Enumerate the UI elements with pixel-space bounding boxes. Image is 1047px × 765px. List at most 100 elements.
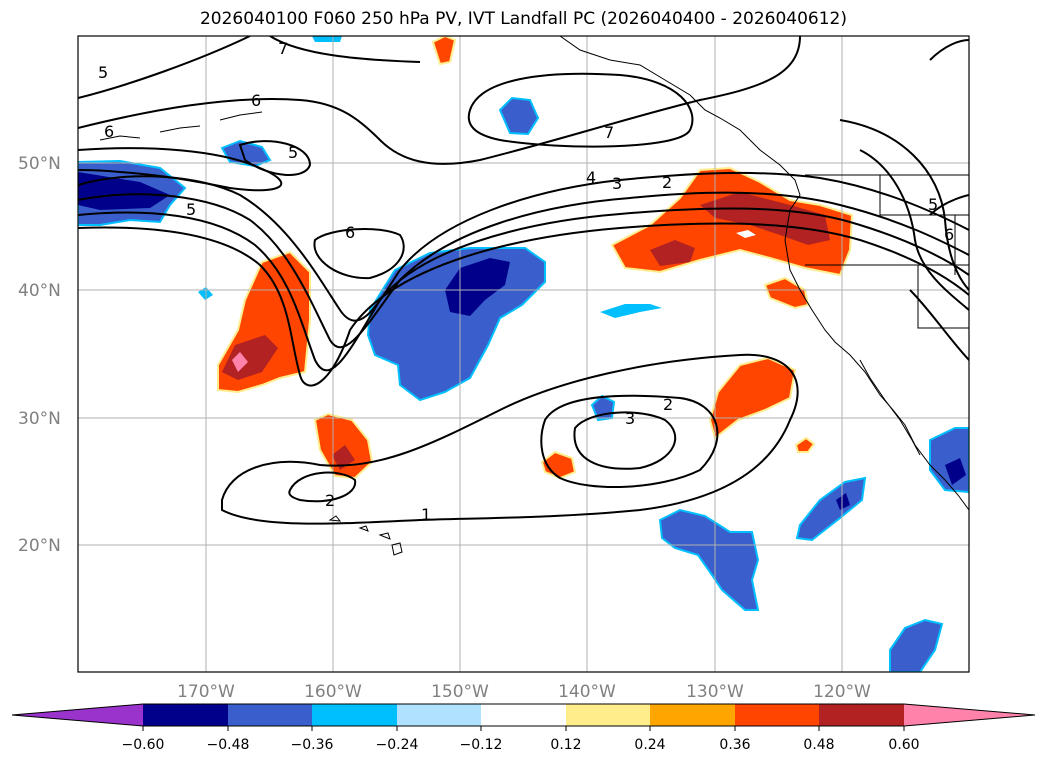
pv-positive-area xyxy=(700,192,830,245)
contour-line-3 xyxy=(573,411,677,470)
contour-line-5-lobe xyxy=(238,140,312,176)
contour-line-east xyxy=(909,289,969,361)
colorbar-tick-label: −0.36 xyxy=(291,737,334,753)
colorbar-segment xyxy=(397,704,481,726)
colorbar-segment xyxy=(735,704,819,726)
colorbar-extend-high xyxy=(904,704,1035,726)
colorbar-segment xyxy=(143,704,228,726)
map-title: 2026040100 F060 250 hPa PV, IVT Landfall… xyxy=(199,9,847,29)
pv-positive-area xyxy=(232,352,248,372)
contour-line-jet xyxy=(78,191,969,349)
colorbar-ticks xyxy=(142,726,905,731)
contour-line-east xyxy=(929,194,969,216)
pv-positive-area xyxy=(540,450,577,480)
pv-positive-area xyxy=(222,335,278,380)
lon-label: 130°W xyxy=(686,682,744,702)
contour-label: 7 xyxy=(278,39,288,58)
colorbar-segment xyxy=(312,704,397,726)
lat-label: 20°N xyxy=(18,536,61,556)
pv-negative-area xyxy=(945,458,966,485)
pv-negative-area xyxy=(795,476,867,542)
contour-line-7 xyxy=(467,72,694,148)
colorbar-extend-low xyxy=(12,704,143,726)
contour-line-6-lobe xyxy=(313,227,405,280)
colorbar-tick-label: 0.36 xyxy=(719,737,750,753)
contour-label: 3 xyxy=(612,174,622,193)
map-frame xyxy=(77,35,970,673)
contour-line-7-top xyxy=(269,36,421,63)
graticule xyxy=(78,36,969,672)
contour-label: 7 xyxy=(604,123,614,142)
contour-line-east xyxy=(859,149,969,311)
contour-line-5 xyxy=(78,147,283,192)
contour-label: 5 xyxy=(928,195,938,214)
colorbar-segment xyxy=(819,704,904,726)
ivt-contours xyxy=(78,36,969,525)
colorbar-tick-label: 0.24 xyxy=(634,737,665,753)
pv-negative-area xyxy=(498,96,540,136)
contour-line-jet xyxy=(78,207,969,372)
contour-label: 5 xyxy=(186,200,196,219)
contour-label: 2 xyxy=(663,395,673,414)
colorbar-segment xyxy=(228,704,312,726)
baja-peninsula xyxy=(859,359,921,456)
contour-line-6 xyxy=(78,36,801,165)
contour-label: 3 xyxy=(625,409,635,428)
hawaii-islands xyxy=(328,515,403,556)
lon-label: 120°W xyxy=(813,682,871,702)
contour-line-top-right xyxy=(929,39,969,61)
contour-label: 6 xyxy=(251,91,261,110)
contour-label: 1 xyxy=(421,505,431,524)
lon-label: 140°W xyxy=(558,682,616,702)
pv-positive-area xyxy=(650,240,695,266)
colorbar-tick-label: 0.12 xyxy=(550,737,581,753)
colorbar-tick-label: −0.12 xyxy=(460,737,503,753)
pv-positive-area xyxy=(332,445,355,470)
contour-line-2 xyxy=(540,394,719,488)
lon-label: 160°W xyxy=(304,682,362,702)
contour-label: 4 xyxy=(586,168,596,187)
contour-label: 2 xyxy=(662,173,672,192)
pv-positive-area xyxy=(431,36,457,66)
colorbar-segment xyxy=(650,704,735,726)
contour-label: 5 xyxy=(288,143,298,162)
colorbar: −0.60 −0.48 −0.36 −0.24 −0.12 0.12 0.24 … xyxy=(11,703,1036,753)
latitude-labels: 50°N 40°N 30°N 20°N xyxy=(18,154,61,556)
colorbar-tick-label: 0.60 xyxy=(888,737,919,753)
lat-label: 50°N xyxy=(18,154,61,174)
contour-label: 5 xyxy=(98,63,108,82)
colorbar-segment xyxy=(566,704,650,726)
pv-negative-area xyxy=(445,258,510,316)
contour-label: 6 xyxy=(104,122,114,141)
colorbar-tick-label: −0.24 xyxy=(376,737,419,753)
pv-positive-area xyxy=(736,230,756,238)
lat-label: 40°N xyxy=(18,281,61,301)
colorbar-tick-label: 0.48 xyxy=(803,737,834,753)
lon-label: 150°W xyxy=(431,682,489,702)
pv-negative-area xyxy=(658,508,760,611)
contour-line-east xyxy=(839,119,969,291)
pv-negative-area xyxy=(836,493,850,510)
pv-negative-area xyxy=(889,618,944,672)
colorbar-segment xyxy=(481,704,566,726)
lat-label: 30°N xyxy=(18,409,61,429)
colorbar-tick-label: −0.48 xyxy=(207,737,250,753)
colorbar-tick-label: −0.60 xyxy=(122,737,165,753)
contour-line-jet xyxy=(78,222,969,387)
state-border xyxy=(917,265,969,329)
pv-positive-area xyxy=(794,436,816,453)
contour-line-jet xyxy=(78,171,969,322)
contour-label: 2 xyxy=(325,491,335,510)
pv-negative-area xyxy=(78,172,170,210)
coastlines xyxy=(99,36,969,556)
contour-labels: 5 6 7 5 6 7 4 3 2 5 6 5 6 2 3 2 1 xyxy=(98,39,954,524)
pv-negative-area xyxy=(600,304,662,318)
longitude-labels: 170°W 160°W 150°W 140°W 130°W 120°W xyxy=(177,682,871,702)
pv-negative-area xyxy=(312,36,342,42)
contour-line-2 xyxy=(288,471,357,503)
contour-label: 6 xyxy=(345,223,355,242)
aleutian-islands xyxy=(99,111,263,141)
north-america-coast xyxy=(559,36,969,511)
